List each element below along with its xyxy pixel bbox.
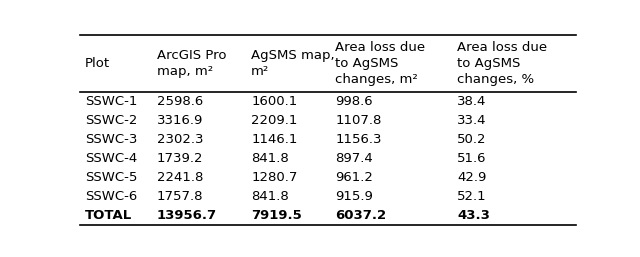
Text: 2598.6: 2598.6 (157, 95, 203, 108)
Text: 2209.1: 2209.1 (251, 114, 298, 127)
Text: SSWC-6: SSWC-6 (85, 190, 137, 203)
Text: TOTAL: TOTAL (85, 209, 132, 222)
Text: 7919.5: 7919.5 (251, 209, 302, 222)
Text: 2302.3: 2302.3 (157, 133, 204, 146)
Text: 1107.8: 1107.8 (335, 114, 382, 127)
Text: 51.6: 51.6 (457, 152, 486, 165)
Text: ArcGIS Pro
map, m²: ArcGIS Pro map, m² (157, 49, 227, 78)
Text: 2241.8: 2241.8 (157, 171, 204, 184)
Text: 841.8: 841.8 (251, 152, 289, 165)
Text: 43.3: 43.3 (457, 209, 490, 222)
Text: 13956.7: 13956.7 (157, 209, 217, 222)
Text: SSWC-2: SSWC-2 (85, 114, 138, 127)
Text: 3316.9: 3316.9 (157, 114, 204, 127)
Text: 42.9: 42.9 (457, 171, 486, 184)
Text: 38.4: 38.4 (457, 95, 486, 108)
Text: 915.9: 915.9 (335, 190, 373, 203)
Text: 897.4: 897.4 (335, 152, 373, 165)
Text: SSWC-3: SSWC-3 (85, 133, 138, 146)
Text: Area loss due
to AgSMS
changes, m²: Area loss due to AgSMS changes, m² (335, 41, 426, 86)
Text: 6037.2: 6037.2 (335, 209, 387, 222)
Text: SSWC-5: SSWC-5 (85, 171, 138, 184)
Text: Area loss due
to AgSMS
changes, %: Area loss due to AgSMS changes, % (457, 41, 547, 86)
Text: SSWC-1: SSWC-1 (85, 95, 138, 108)
Text: 1280.7: 1280.7 (251, 171, 298, 184)
Text: 1156.3: 1156.3 (335, 133, 382, 146)
Text: 1739.2: 1739.2 (157, 152, 204, 165)
Text: 1600.1: 1600.1 (251, 95, 298, 108)
Text: 961.2: 961.2 (335, 171, 373, 184)
Text: AgSMS map,
m²: AgSMS map, m² (251, 49, 335, 78)
Text: 1757.8: 1757.8 (157, 190, 204, 203)
Text: 52.1: 52.1 (457, 190, 486, 203)
Text: 1146.1: 1146.1 (251, 133, 298, 146)
Text: 841.8: 841.8 (251, 190, 289, 203)
Text: 50.2: 50.2 (457, 133, 486, 146)
Text: Plot: Plot (85, 57, 110, 70)
Text: 33.4: 33.4 (457, 114, 486, 127)
Text: 998.6: 998.6 (335, 95, 373, 108)
Text: SSWC-4: SSWC-4 (85, 152, 137, 165)
